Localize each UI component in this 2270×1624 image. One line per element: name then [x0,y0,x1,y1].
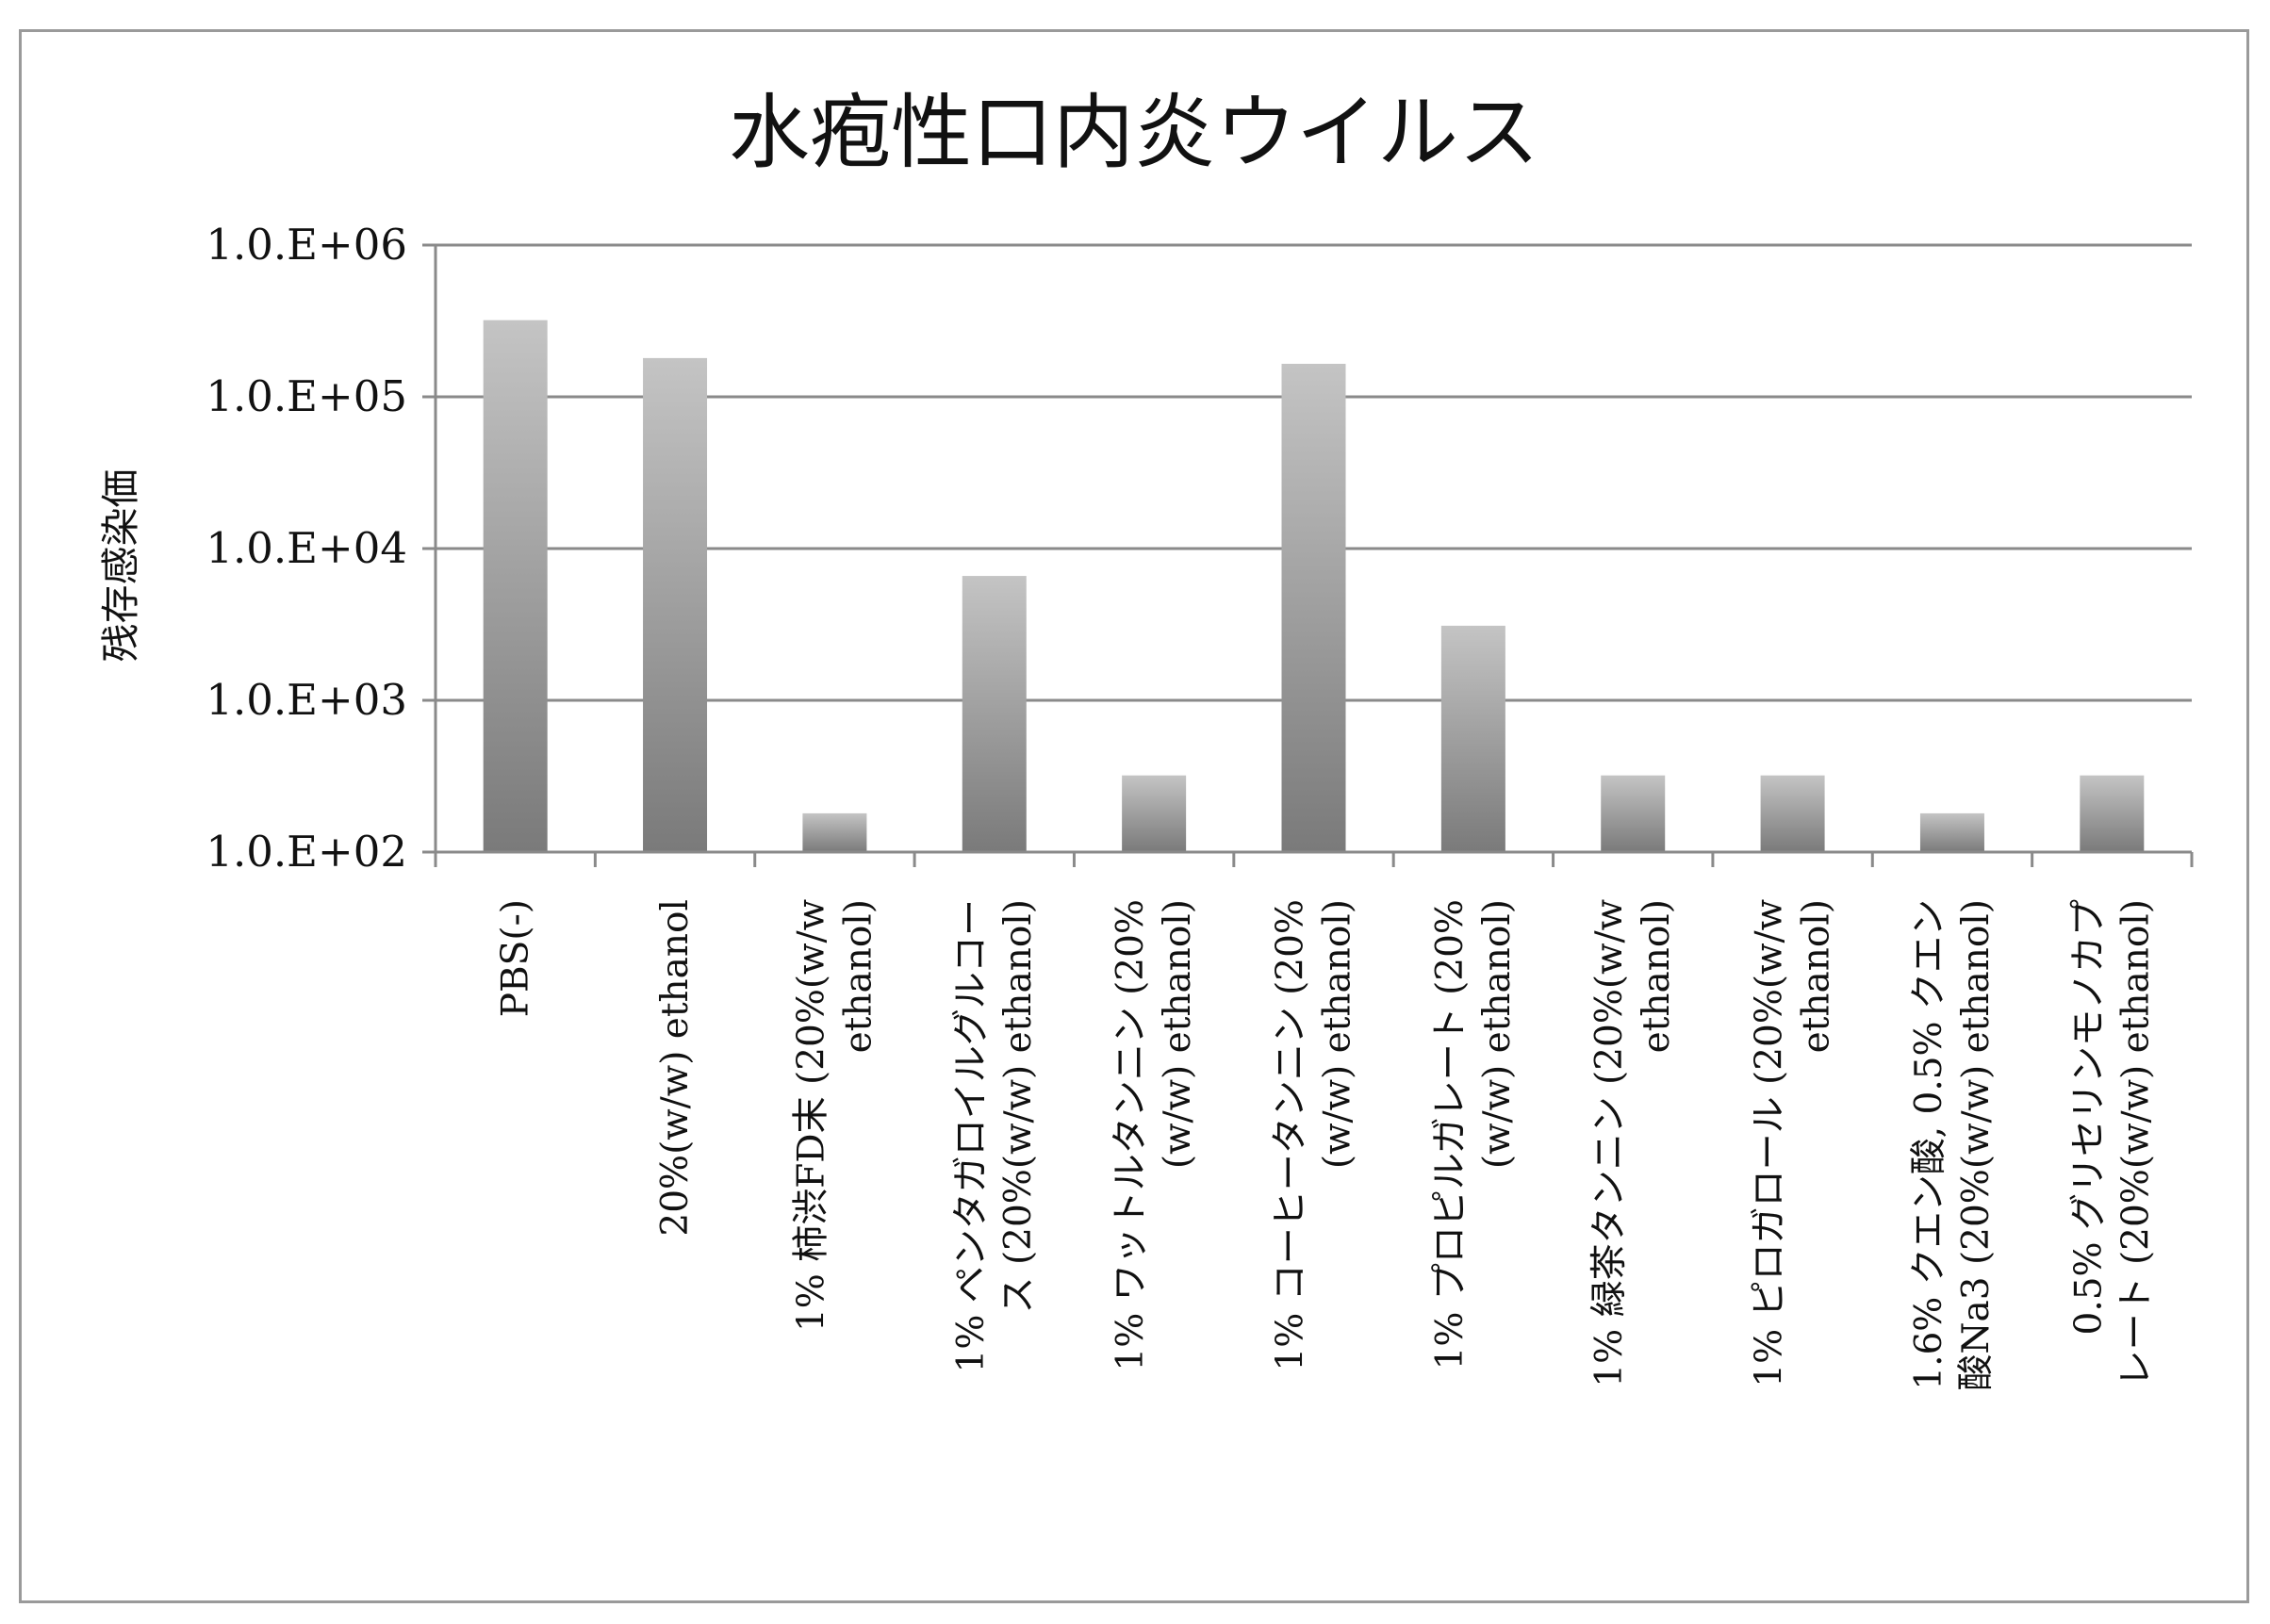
category-label: 1% コーヒータンニン (20% [1270,899,1312,1371]
category-label: 1% ワットルタンニン (20% [1110,899,1152,1371]
y-tick-label: 1.0.E+04 [206,523,407,573]
bar [1440,625,1505,852]
category-label: ethanol) [837,899,880,1053]
y-tick-label: 1.0.E+05 [206,371,407,421]
category-label: 1% ペンタガロイルグルコー [950,899,993,1373]
category-label: 1% プロピルガレート (20% [1429,899,1472,1370]
chart-title: 水疱性口内炎ウイルス [729,86,1539,180]
category-label: 1% 緑茶タンニン (20%(w/w [1588,899,1631,1387]
category-label: 1% 柿渋FD末 (20%(w/w [790,899,832,1332]
y-tick-labels: 1.0.E+02 1.0.E+03 1.0.E+04 1.0.E+05 1.0.E+06 [206,220,407,877]
category-label: 1.6% クエン酸, 0.5% クエン [1908,899,1950,1390]
category-label: ethanol) [1636,899,1678,1053]
category-label: 1% ピロガロール (20%(w/w [1749,899,1791,1387]
bar [1601,775,1666,852]
bar [483,320,548,852]
category-labels: PBS(-) 20%(w/w) ethanol 1% 柿渋FD末 (20%(w/w e… [495,899,2158,1391]
category-label: PBS(-) [495,899,537,1017]
bar [2080,775,2145,852]
bars [483,320,2145,852]
x-axis [434,245,2194,867]
y-tick-label: 1.0.E+06 [206,220,407,270]
y-axis-label: 残存感染価 [98,469,143,663]
bar [802,812,867,852]
category-label: (w/w) ethanol) [1476,899,1519,1169]
category-label: 20%(w/w) ethanol [654,899,697,1237]
category-label: ethanol) [1796,899,1838,1053]
category-label: ス (20%(w/w) ethanol) [997,899,1040,1313]
y-tick-label: 1.0.E+02 [206,827,407,877]
y-tick-label: 1.0.E+03 [206,675,407,725]
category-label: 0.5% グリセリンモノカプ [2067,899,2110,1335]
bar [643,357,708,852]
category-label: レート (20%(w/w) ethanol) [2114,899,2157,1386]
category-label: (w/w) ethanol) [1157,899,1199,1169]
category-label: (w/w) ethanol) [1317,899,1359,1169]
bar [1281,363,1346,852]
bar [1919,812,1984,852]
bar [962,576,1027,852]
bar [1760,775,1825,852]
category-label: 酸Na3 (20%(w/w) ethanol) [1955,899,1998,1391]
bar [1122,775,1187,852]
